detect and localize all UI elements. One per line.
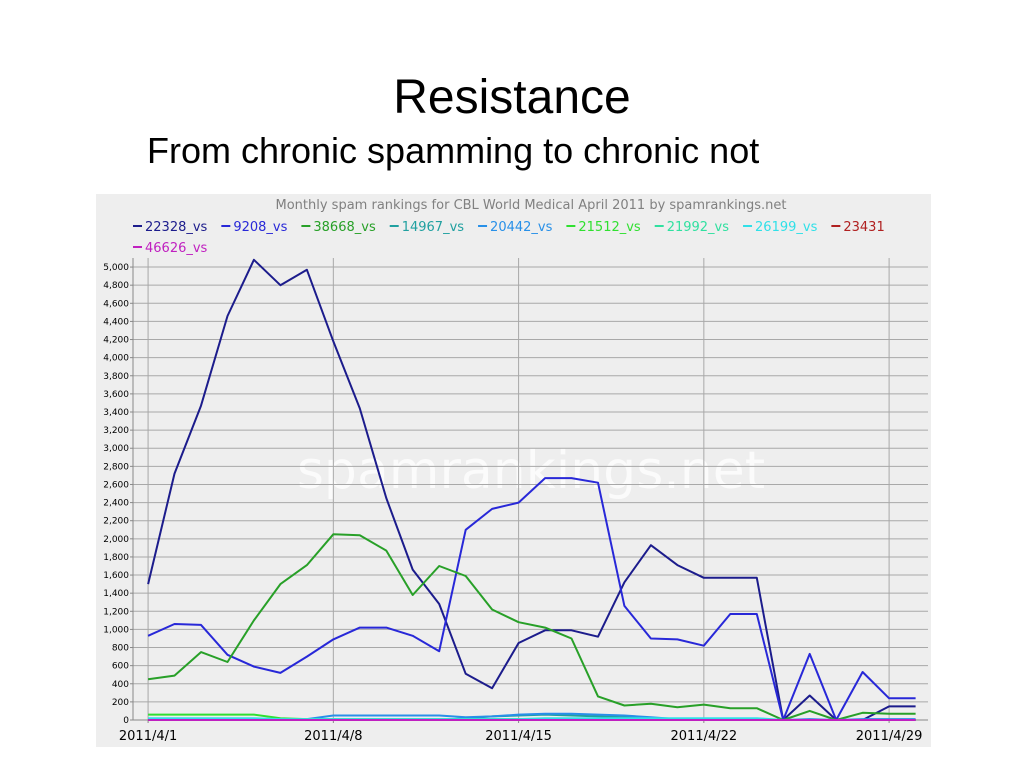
legend-label: 21992_vs	[667, 220, 730, 235]
slide-subtitle: From chronic spamming to chronic not	[147, 130, 759, 171]
legend-item: 14967_vs	[389, 220, 465, 235]
y-tick-label: 2,000	[103, 535, 129, 545]
x-tick-label: 2011/4/29	[856, 729, 923, 744]
y-tick-label: 600	[112, 662, 129, 672]
y-tick-label: 1,200	[103, 607, 129, 617]
x-tick-label: 2011/4/8	[304, 729, 362, 744]
y-tick-label: 200	[112, 698, 129, 708]
y-tick-label: 800	[112, 644, 129, 654]
legend-item: 23431	[831, 220, 885, 235]
series-line	[147, 477, 916, 721]
legend-label: 9208_vs	[233, 220, 287, 235]
y-tick-label: 2,600	[103, 480, 129, 490]
series-line	[147, 533, 916, 721]
legend-item: 46626_vs	[133, 241, 208, 256]
legend-label: 23431	[843, 220, 884, 235]
y-tick-label: 0	[123, 716, 129, 726]
y-tick-label: 2,200	[103, 517, 129, 527]
y-tick-label: 3,800	[103, 372, 129, 382]
legend-label: 14967_vs	[402, 220, 465, 235]
x-tick-label: 2011/4/22	[671, 729, 738, 744]
legend-item: 22328_vs	[133, 220, 208, 235]
legend-item: 9208_vs	[221, 220, 288, 235]
legend-item: 21512_vs	[566, 220, 641, 235]
y-tick-label: 1,600	[103, 571, 129, 581]
y-tick-label: 3,600	[103, 390, 129, 400]
y-tick-label: 3,200	[103, 426, 129, 436]
y-tick-label: 1,800	[103, 553, 129, 563]
chart-title: Monthly spam rankings for CBL World Medi…	[276, 198, 787, 213]
slide-title: Resistance	[393, 71, 630, 124]
legend-label: 46626_vs	[145, 241, 208, 256]
y-tick-label: 1,000	[103, 625, 129, 635]
legend-item: 38668_vs	[301, 220, 376, 235]
y-tick-label: 3,000	[103, 444, 129, 454]
series-line	[147, 258, 916, 721]
y-tick-label: 5,000	[103, 263, 129, 273]
legend-label: 21512_vs	[578, 220, 641, 235]
y-tick-label: 4,800	[103, 281, 129, 291]
y-tick-label: 4,400	[103, 317, 129, 327]
legend-item: 26199_vs	[743, 220, 818, 235]
legend-label: 26199_vs	[755, 220, 818, 235]
y-tick-label: 3,400	[103, 408, 129, 418]
legend-label: 38668_vs	[313, 220, 376, 235]
y-tick-label: 4,600	[103, 299, 129, 309]
x-tick-label: 2011/4/15	[485, 729, 552, 744]
y-tick-label: 400	[112, 680, 129, 690]
x-tick-label: 2011/4/1	[119, 729, 177, 744]
legend-label: 22328_vs	[145, 220, 208, 235]
legend-item: 21992_vs	[654, 220, 730, 235]
y-tick-label: 4,000	[103, 354, 129, 364]
y-tick-label: 2,400	[103, 499, 129, 509]
chart-background	[96, 194, 931, 747]
legend-label: 20442_vs	[490, 220, 553, 235]
y-tick-label: 4,200	[103, 336, 129, 346]
legend-item: 20442_vs	[478, 220, 553, 235]
chart-panel: Monthly spam rankings for CBL World Medi…	[96, 194, 931, 747]
y-tick-label: 2,800	[103, 462, 129, 472]
y-tick-label: 1,400	[103, 589, 129, 599]
